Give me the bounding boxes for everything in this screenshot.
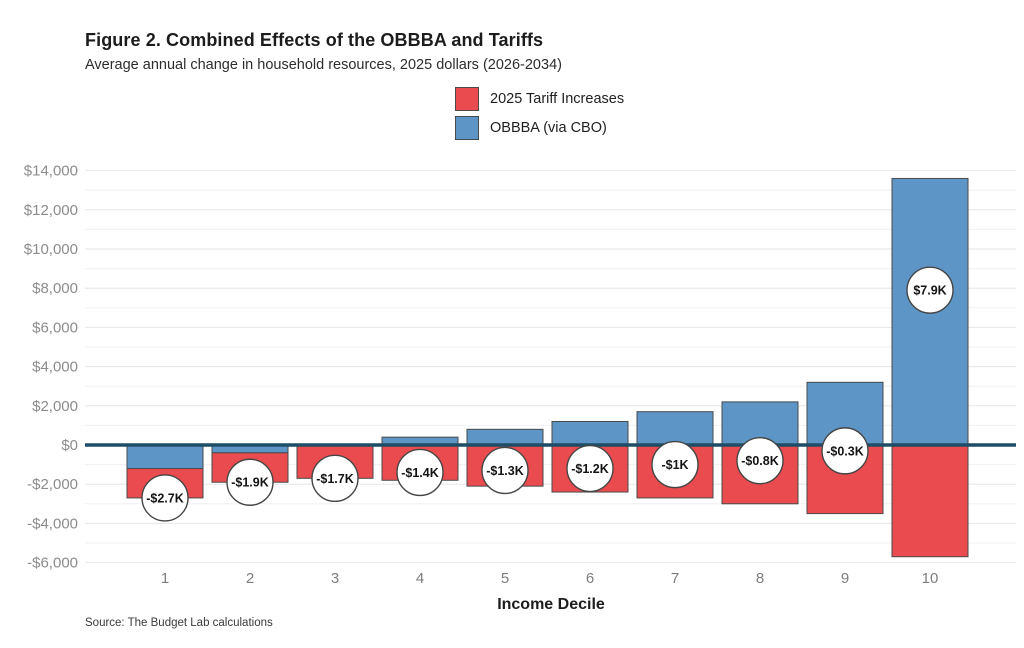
net-label-decile-2: -$1.9K <box>231 476 269 490</box>
y-tick-label: $2,000 <box>32 398 78 415</box>
x-tick-label-6: 6 <box>586 570 594 587</box>
net-label-decile-4: -$1.4K <box>401 466 439 480</box>
net-label-circle-decile-6 <box>566 444 614 493</box>
legend-item-obbba: OBBBA (via CBO) <box>455 116 624 140</box>
x-tick-label-7: 7 <box>671 570 679 587</box>
x-tick-label-4: 4 <box>416 570 424 587</box>
legend-label-tariffs: 2025 Tariff Increases <box>490 91 625 107</box>
y-tick-label: -$2,000 <box>27 476 78 493</box>
x-tick-label-2: 2 <box>246 570 254 587</box>
legend-item-tariffs: 2025 Tariff Increases <box>455 87 624 111</box>
figure-subtitle: Average annual change in household resou… <box>85 57 562 73</box>
net-label-circle-decile-7 <box>651 440 699 489</box>
net-label-circle-decile-9 <box>821 427 869 475</box>
y-tick-label: $14,000 <box>24 163 78 180</box>
x-tick-label-8: 8 <box>756 570 764 587</box>
net-label-circle-decile-10 <box>906 266 954 314</box>
figure-title: Figure 2. Combined Effects of the OBBBA … <box>85 30 544 50</box>
legend-swatch-obbba-icon <box>455 116 479 140</box>
bar-obbba-decile-1 <box>126 444 204 470</box>
y-tick-label: -$6,000 <box>27 555 78 572</box>
net-label-decile-9: -$0.3K <box>826 444 864 458</box>
net-label-decile-6: -$1.2K <box>571 462 609 476</box>
y-tick-label: $8,000 <box>32 280 78 297</box>
net-label-decile-8: -$0.8K <box>741 454 779 468</box>
bar-tariff-decile-10 <box>891 444 969 558</box>
bar-obbba-decile-7 <box>636 411 714 446</box>
y-tick-label: -$4,000 <box>27 515 78 532</box>
net-label-circle-decile-8 <box>736 436 784 485</box>
bar-obbba-decile-5 <box>466 428 544 446</box>
net-label-circle-decile-1 <box>141 474 189 522</box>
x-tick-label-5: 5 <box>501 570 509 587</box>
net-label-circle-decile-2 <box>226 458 274 506</box>
x-tick-label-9: 9 <box>841 570 849 587</box>
y-tick-label: $12,000 <box>24 202 78 219</box>
x-tick-label-3: 3 <box>331 570 339 587</box>
net-label-circle-decile-3 <box>311 454 359 503</box>
x-axis-title: Income Decile <box>497 596 605 613</box>
y-tick-label: $10,000 <box>24 241 78 258</box>
x-tick-label-1: 1 <box>161 570 169 587</box>
y-tick-label: $4,000 <box>32 359 78 376</box>
net-label-circle-decile-4 <box>396 448 444 497</box>
y-tick-label: $6,000 <box>32 319 78 336</box>
net-label-decile-5: -$1.3K <box>486 464 524 478</box>
net-label-decile-3: -$1.7K <box>316 472 354 486</box>
net-label-decile-7: -$1K <box>661 458 688 472</box>
net-label-decile-1: -$2.7K <box>146 491 184 505</box>
legend: 2025 Tariff Increases OBBBA (via CBO) <box>455 87 624 140</box>
net-label-circle-decile-5 <box>481 446 529 495</box>
x-tick-label-10: 10 <box>922 570 939 587</box>
source-note: Source: The Budget Lab calculations <box>85 617 273 629</box>
y-tick-label: $0 <box>61 437 78 454</box>
bar-obbba-decile-6 <box>551 420 629 446</box>
net-label-decile-10: $7.9K <box>913 284 946 298</box>
legend-label-obbba: OBBBA (via CBO) <box>490 120 607 136</box>
legend-swatch-tariffs-icon <box>455 87 479 111</box>
